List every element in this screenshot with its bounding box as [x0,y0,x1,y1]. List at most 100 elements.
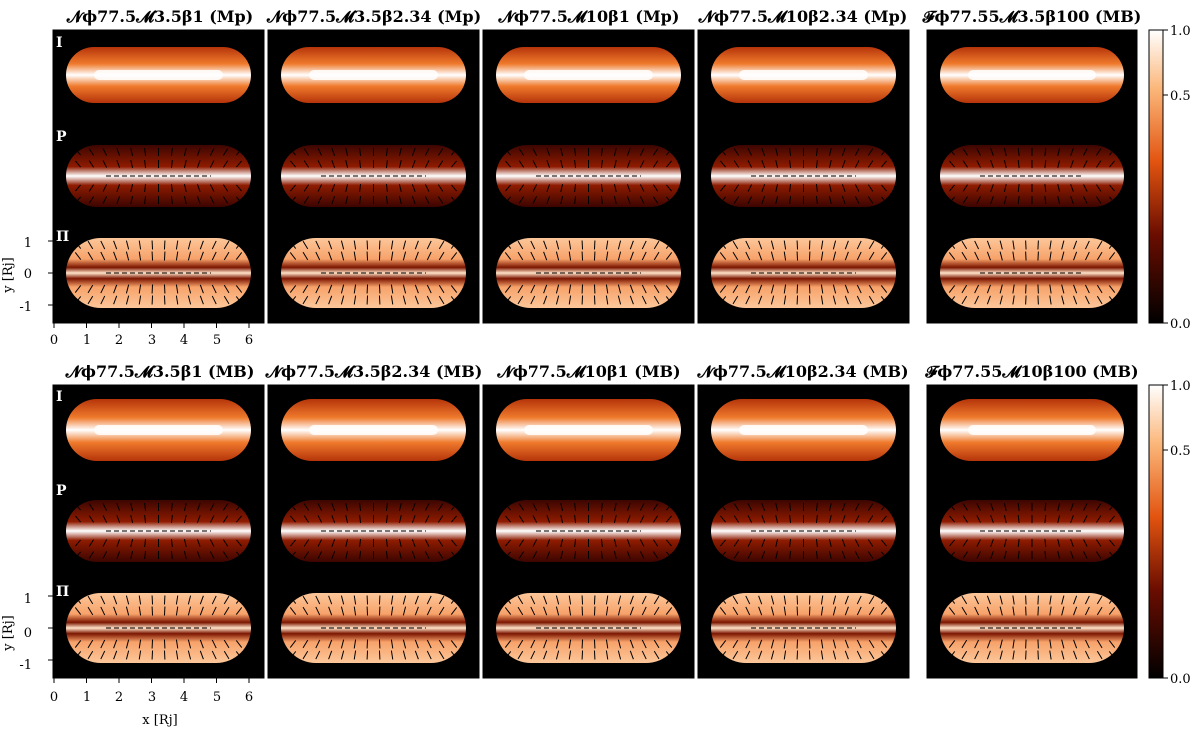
p-vector [789,502,792,512]
p-vector [144,502,147,512]
pi-vector [199,639,204,649]
p-vector [761,184,766,192]
p-vector [976,503,981,511]
p-vector [437,539,444,547]
pi-vector [450,285,458,293]
pi-vector [820,284,824,294]
pi-vector [605,284,609,294]
pi-vector [113,251,118,261]
p-vector [345,183,349,193]
pi-vector [1073,251,1078,261]
pi-vector [100,295,106,305]
p-vector [451,503,457,511]
p-vector [990,503,994,511]
p-vector [546,539,551,547]
pi-vector [629,240,634,250]
pi-vector [653,295,660,305]
pi-vector [175,284,179,294]
p-vector [236,539,242,547]
p-vector [962,148,968,156]
p-vector [505,515,511,523]
pi-vector [113,284,118,294]
p-vector [1083,196,1088,204]
p-vector [505,503,511,511]
pi-vector [302,639,309,649]
pi-vector [880,296,888,304]
p-vector [88,539,95,547]
pi-vector [426,595,432,605]
polarization-degree-vectors-r2-p5 [948,595,1116,660]
p-vector [518,503,525,511]
p-vector [451,196,457,204]
p-vector [733,539,740,547]
p-vector [733,551,740,559]
p-vector [518,196,525,204]
ytick-bottom-0: 0 [24,626,32,641]
p-vector [290,148,296,156]
pi-vector [223,595,230,605]
p-vector [828,502,832,512]
p-vector [88,551,95,559]
pi-vector [832,650,837,660]
pi-vector [438,240,445,250]
pi-vector [617,284,622,294]
p-vector [398,538,402,548]
pi-vector [641,606,647,616]
p-vector [639,539,645,547]
p-vector [962,184,968,192]
pi-vector [617,639,622,649]
panel-r1-p3 [482,29,695,324]
pi-vector [1049,295,1052,305]
pi-vector [1049,606,1052,616]
p-vector [130,550,134,560]
pi-vector [568,639,572,649]
p-vector [990,196,994,204]
pi-vector [641,251,647,261]
colorbar-top [1148,29,1164,324]
pi-vector [732,284,739,294]
pi-vector [1096,606,1103,616]
panel-frame-r1-p2 [267,29,480,324]
p-vector [130,514,134,524]
p-vector [652,148,659,156]
pi-vector [138,595,142,605]
pi-vector [125,240,130,250]
p-vector [411,515,416,523]
p-vector [720,551,726,559]
intensity-ridge-r1-p1 [94,70,223,80]
polarization-degree-vectors-r1-p2 [289,240,458,305]
p-vector [170,195,173,205]
pi-vector [617,595,622,605]
pi-vector [187,284,192,294]
pi-vector [315,595,321,605]
pi-vector [961,639,968,649]
pi-vector [414,284,419,294]
p-vector [411,196,416,204]
p-vector [867,551,874,559]
ylabel-top: y [Rj] [1,257,16,293]
polarization-degree-vectors-r1-p4 [719,240,888,305]
pi-vector [1061,639,1065,649]
p-vector [1017,195,1020,205]
pi-vector [100,639,106,649]
p-vector [775,550,779,560]
polarized-vectors-r1-p2 [290,147,457,205]
p-vector [359,195,362,205]
intensity-ridge-r2-p5 [968,425,1096,435]
pi-vector [1108,640,1116,648]
p-vector [613,502,617,512]
p-vector [1044,502,1047,512]
row-label-i-r1: I [56,35,63,51]
p-vector [775,538,779,548]
pi-vector [1073,284,1078,294]
pi-vector [844,606,849,616]
p-vector [867,184,874,192]
pi-vector [974,650,980,660]
pi-vector [770,606,775,616]
intensity-ridge-r1-p5 [968,70,1096,80]
panel-title-r1-p1: 𝓝ϕ77.5𝓜3.5β1 (Mp) [66,7,253,26]
pi-vector [414,650,419,660]
p-vector [451,160,457,168]
p-vector [1096,551,1102,559]
p-vector [75,551,81,559]
